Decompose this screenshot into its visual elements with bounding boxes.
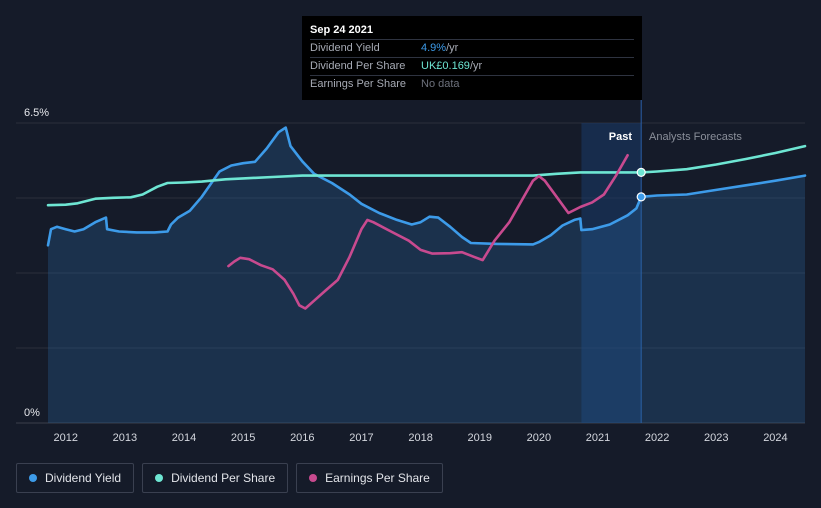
tooltip-row-earnings-per-share: Earnings Per Share No data xyxy=(310,76,634,93)
x-tick-label: 2017 xyxy=(349,432,373,444)
legend: Dividend Yield Dividend Per Share Earnin… xyxy=(16,463,443,493)
dividend-per-share-marker[interactable] xyxy=(636,167,646,177)
area-layer xyxy=(48,127,805,423)
tooltip-value: UK£0.169 xyxy=(421,60,470,72)
x-tick-label: 2024 xyxy=(763,432,787,444)
legend-item-dividend-yield[interactable]: Dividend Yield xyxy=(16,463,135,493)
tooltip-row-dividend-yield: Dividend Yield 4.9% /yr xyxy=(310,40,634,58)
legend-item-earnings-per-share[interactable]: Earnings Per Share xyxy=(296,463,443,493)
tooltip-date: Sep 24 2021 xyxy=(310,22,634,40)
dividend-yield-line xyxy=(46,126,807,247)
y-axis-top-label: 6.5% xyxy=(24,107,49,119)
tooltip-row-dividend-per-share: Dividend Per Share UK£0.169 /yr xyxy=(310,58,634,76)
legend-dot-icon xyxy=(309,474,318,482)
x-tick-label: 2016 xyxy=(290,432,314,444)
x-tick-label: 2013 xyxy=(113,432,137,444)
tooltip-label: Dividend Yield xyxy=(310,42,380,54)
dividend-yield-area xyxy=(48,127,805,423)
x-tick-label: 2023 xyxy=(704,432,728,444)
tooltip-label: Earnings Per Share xyxy=(310,78,406,90)
tooltip-value: No data xyxy=(421,78,460,90)
dividend-per-share-line xyxy=(46,144,807,207)
x-tick-label: 2012 xyxy=(54,432,78,444)
marker-layer xyxy=(636,167,646,202)
tooltip-label: Dividend Per Share xyxy=(310,60,406,72)
legend-dot-icon xyxy=(155,474,164,482)
tooltip-value: 4.9% xyxy=(421,42,447,54)
tooltip: Sep 24 2021 Dividend Yield 4.9% /yr Divi… xyxy=(302,16,642,100)
x-tick-label: 2018 xyxy=(408,432,432,444)
grid xyxy=(16,122,805,424)
x-tick-label: 2019 xyxy=(467,432,491,444)
x-axis: 2012 2013 2014 2015 2016 2017 2018 2019 2020 2021… xyxy=(54,432,788,444)
tooltip-unit: /yr xyxy=(469,60,483,72)
x-tick-label: 2014 xyxy=(172,432,196,444)
legend-item-dividend-per-share[interactable]: Dividend Per Share xyxy=(142,463,289,493)
x-tick-label: 2022 xyxy=(645,432,669,444)
earnings-per-share-line xyxy=(227,154,629,310)
tooltip-unit: /yr xyxy=(446,42,459,54)
y-axis-bottom-label: 0% xyxy=(24,407,40,419)
dividend-yield-marker[interactable] xyxy=(636,192,646,202)
legend-label: Dividend Per Share xyxy=(171,471,276,485)
legend-dot-icon xyxy=(29,474,37,482)
x-tick-label: 2021 xyxy=(586,432,610,444)
x-tick-label: 2015 xyxy=(231,432,255,444)
legend-label: Dividend Yield xyxy=(45,471,122,485)
line-layer xyxy=(46,126,807,310)
chart-area: 6.5% 0% Past Analysts Forecasts 2012 2013… xyxy=(16,100,807,444)
forecast-label: Analysts Forecasts xyxy=(649,131,742,143)
legend-label: Earnings Per Share xyxy=(325,471,430,485)
x-tick-label: 2020 xyxy=(527,432,551,444)
past-label: Past xyxy=(609,131,633,143)
